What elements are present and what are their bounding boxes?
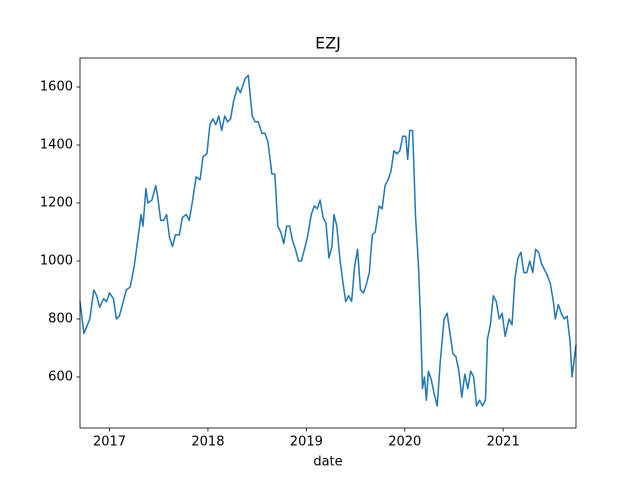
x-tick-label: 2018: [191, 435, 224, 450]
x-tick-label: 2020: [388, 435, 421, 450]
y-tick-label: 1400: [40, 137, 73, 152]
y-tick-label: 800: [48, 311, 73, 326]
x-tick-label: 2017: [93, 435, 126, 450]
x-tick-label: 2019: [290, 435, 323, 450]
x-axis-label: date: [313, 455, 342, 470]
y-tick-label: 1600: [40, 79, 73, 94]
y-tick-label: 1000: [40, 253, 73, 268]
plot-frame: [79, 57, 577, 429]
chart-title: EZJ: [315, 34, 341, 53]
y-tick-label: 600: [48, 369, 73, 384]
y-tick-label: 1200: [40, 195, 73, 210]
x-tick-label: 2021: [487, 435, 520, 450]
line: [79, 74, 577, 407]
